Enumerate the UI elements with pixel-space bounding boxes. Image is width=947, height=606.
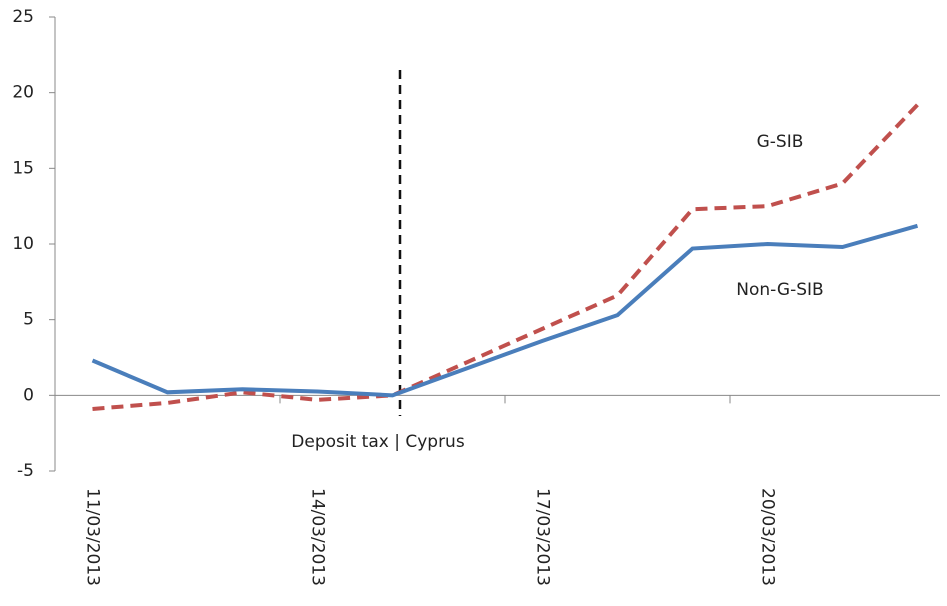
x-tick-label: 11/03/2013	[83, 488, 103, 586]
y-tick-label: 15	[12, 158, 34, 178]
series-label: Non-G-SIB	[736, 280, 823, 300]
y-tick-label: -5	[17, 461, 34, 481]
annotation: Deposit tax | Cyprus	[291, 432, 465, 452]
line-series	[92, 103, 919, 411]
y-tick-label: 10	[12, 234, 34, 254]
line-series	[91, 223, 919, 398]
y-tick-label: 25	[12, 7, 34, 27]
x-tick-label: 20/03/2013	[758, 488, 778, 586]
y-tick-label: 0	[23, 385, 34, 405]
x-tick-label: 14/03/2013	[308, 488, 328, 586]
series-label: G-SIB	[757, 132, 804, 152]
x-tick-label: 17/03/2013	[533, 488, 553, 586]
y-tick-label: 5	[23, 310, 34, 330]
y-tick-label: 20	[12, 83, 34, 103]
